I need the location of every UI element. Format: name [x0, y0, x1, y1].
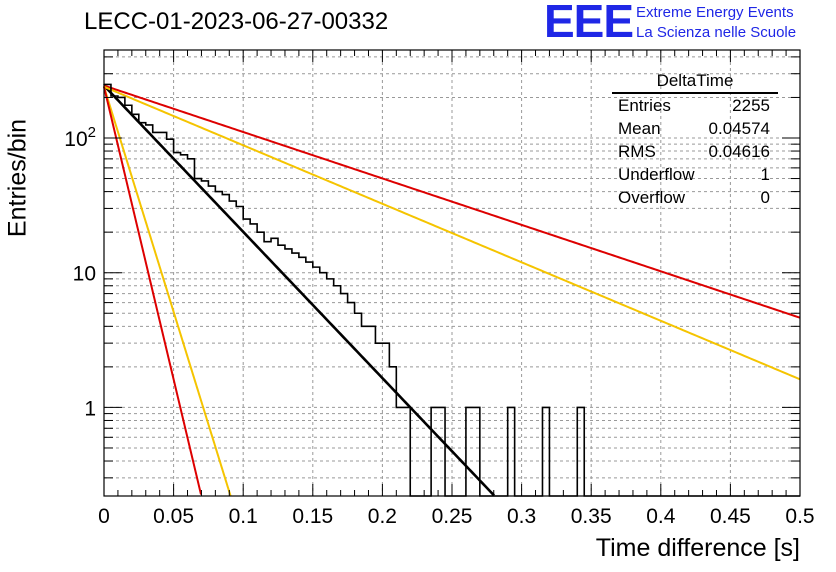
stats-box: DeltaTime Entries 2255 Mean 0.04574 RMS … [612, 70, 778, 209]
fit-curve [103, 86, 202, 495]
stats-value: 1 [760, 165, 770, 184]
x-tick-label: 0.4 [646, 505, 676, 528]
x-tick-label: 0.3 [507, 505, 536, 528]
x-tick-label: 0.2 [368, 505, 397, 528]
stats-value: 0.04616 [708, 142, 770, 161]
logo-line1: Extreme Energy Events [636, 4, 794, 21]
stats-label: Underflow [618, 165, 695, 184]
y-tick-label: 1 [84, 397, 96, 420]
y-axis-label: Entries/bin [3, 118, 32, 238]
fit-curve [103, 86, 232, 497]
x-tick-label: 0 [98, 505, 110, 528]
x-axis-label: Time difference [s] [595, 534, 800, 562]
x-tick-label: 0.15 [292, 505, 333, 528]
x-tick-label: 0.45 [710, 505, 751, 528]
stats-row-mean: Mean 0.04574 [612, 117, 778, 140]
fit-curve [103, 85, 801, 381]
stats-label: Entries [618, 96, 671, 115]
x-tick-label: 0.05 [153, 505, 194, 528]
x-tick-label: 0.1 [229, 505, 258, 528]
stats-label: RMS [618, 142, 656, 161]
x-tick-label: 0.25 [432, 505, 473, 528]
stats-row-underflow: Underflow 1 [612, 163, 778, 186]
stats-label: Mean [618, 119, 661, 138]
fit-curve [103, 84, 496, 497]
stats-row-entries: Entries 2255 [612, 94, 778, 117]
stats-row-rms: RMS 0.04616 [612, 140, 778, 163]
logo-mark: EEE [544, 0, 634, 47]
eee-logo: EEE Extreme Energy Events La Scienza nel… [540, 0, 836, 47]
stats-value: 0 [760, 188, 770, 207]
stats-title: DeltaTime [612, 70, 778, 94]
x-tick-label: 0.5 [785, 505, 814, 528]
stats-value: 0.04574 [708, 119, 770, 138]
fit-curve [103, 84, 801, 319]
x-tick-label: 0.35 [571, 505, 612, 528]
logo-line2: La Scienza nelle Scuole [636, 24, 797, 41]
chart-title: LECC-01-2023-06-27-00332 [84, 8, 389, 35]
y-tick-label: 102 [64, 124, 96, 151]
stats-row-overflow: Overflow 0 [612, 186, 778, 209]
stats-label: Overflow [618, 188, 686, 207]
y-tick-label: 10 [73, 263, 96, 286]
stats-value: 2255 [732, 96, 770, 115]
